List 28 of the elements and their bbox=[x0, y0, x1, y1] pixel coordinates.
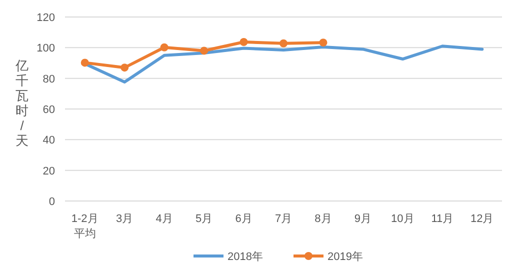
y-tick-label: 60 bbox=[42, 104, 55, 116]
x-tick-label: 10月 bbox=[391, 213, 414, 225]
x-tick-label: 4月 bbox=[156, 213, 173, 225]
point bbox=[160, 43, 168, 52]
y-tick-label: 100 bbox=[36, 42, 55, 55]
y-tick-label: 0 bbox=[48, 196, 55, 208]
x-tick-label: 6月 bbox=[235, 213, 252, 225]
x-tick-label: 7月 bbox=[274, 213, 292, 225]
x-tick-label: 12月 bbox=[470, 213, 494, 225]
x-tick-label: 9月 bbox=[354, 213, 372, 225]
point bbox=[319, 38, 328, 47]
y-axis-title: 亿千瓦时/天 bbox=[14, 58, 28, 148]
point bbox=[80, 58, 89, 67]
x-tick-label: 5月 bbox=[195, 213, 213, 225]
x-tick-label: 3月 bbox=[116, 213, 134, 225]
point bbox=[200, 46, 208, 55]
y-tick-label: 40 bbox=[42, 134, 55, 147]
point bbox=[120, 64, 129, 72]
point bbox=[280, 39, 288, 48]
legend-label: 2019年 bbox=[328, 251, 363, 263]
x-tick-label: 8月 bbox=[314, 213, 332, 225]
x-tick-label: 1-2月平均 bbox=[71, 213, 98, 240]
y-tick-label: 120 bbox=[36, 12, 55, 24]
x-tick-label: 11月 bbox=[431, 213, 454, 225]
legend-label: 2018年 bbox=[228, 251, 263, 263]
point bbox=[240, 38, 248, 46]
y-tick-label: 80 bbox=[42, 73, 55, 86]
y-tick-label: 20 bbox=[42, 165, 55, 178]
